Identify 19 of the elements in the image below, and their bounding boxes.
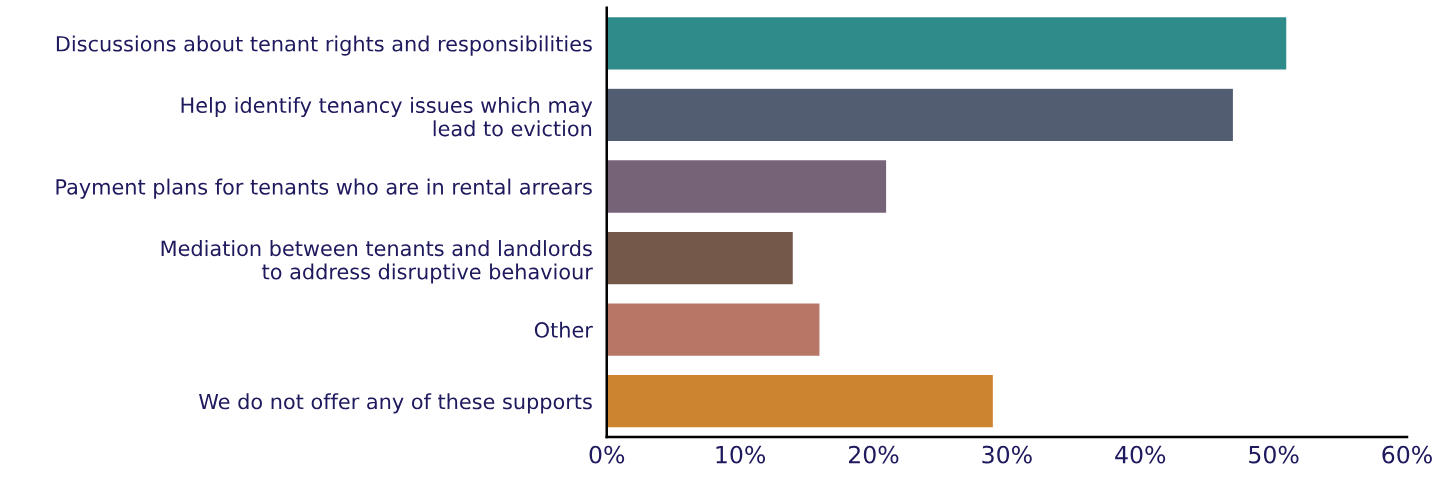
y-tick-label: Help identify tenancy issues which may lead to eviction: [181, 96, 593, 137]
bar: [606, 373, 995, 429]
y-tick-label: Other: [534, 321, 593, 338]
x-tick-label: 60%: [1382, 445, 1432, 464]
bar: [606, 302, 821, 358]
x-tick-label: 20%: [848, 445, 899, 464]
x-tick-label: 30%: [982, 445, 1032, 464]
bar: [606, 15, 1288, 71]
x-tick-label: 40%: [1115, 445, 1166, 464]
x-tick-label: 10%: [716, 445, 766, 464]
y-tick-label: Payment plans for tenants who are in rental arrears: [56, 178, 592, 199]
x-tick-label: 50%: [1249, 445, 1299, 464]
bar: [606, 87, 1235, 143]
x-tick-label: 0%: [589, 445, 625, 464]
bar: [606, 158, 888, 215]
y-tick-label: Mediation between tenants and landlords to address disruptive behaviour: [161, 240, 593, 284]
y-tick-label: Discussions about tenant rights and responsibilities: [56, 35, 592, 56]
y-tick-label: We do not offer any of these supports: [199, 393, 592, 414]
bar: [606, 230, 795, 286]
